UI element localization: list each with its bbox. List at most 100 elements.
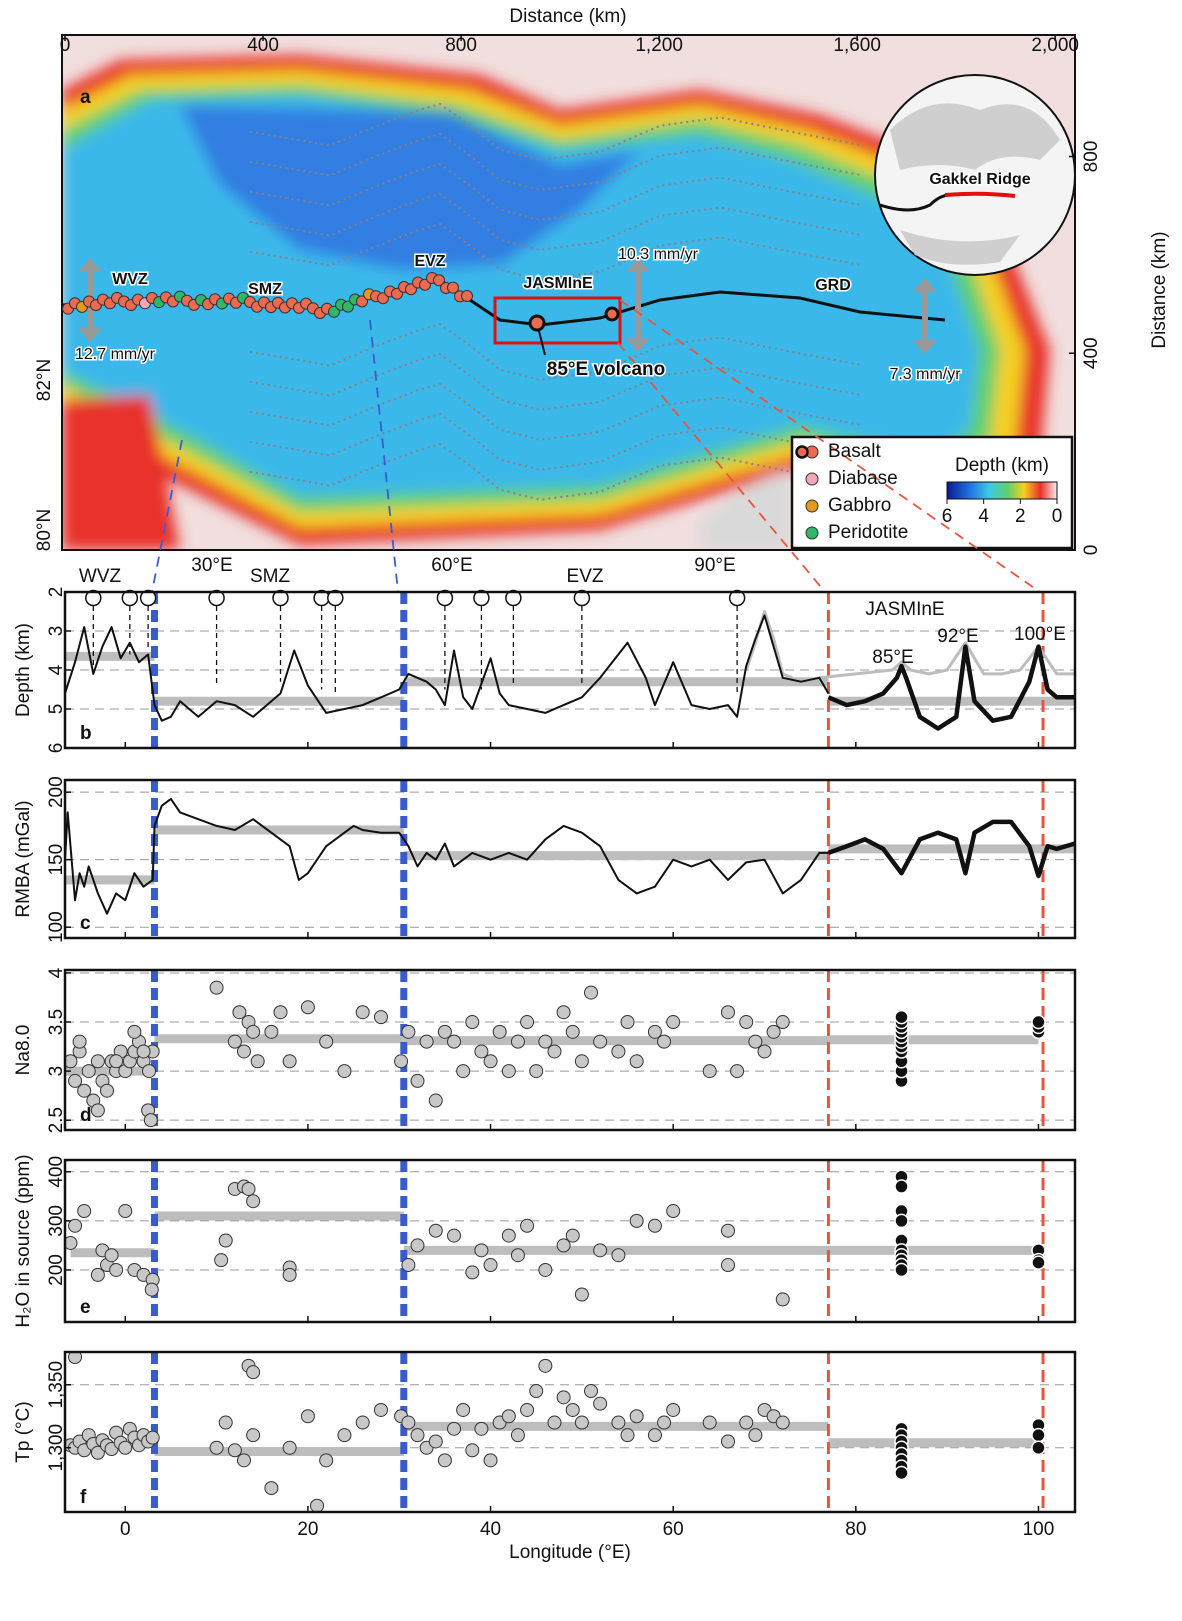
x-tick-label: 1,200 [635,35,683,56]
y-axis-label: Tp (°C) [13,1401,34,1462]
legend-marker [805,499,819,513]
data-point [584,1384,599,1399]
data-point [748,1034,763,1049]
data-point [419,1034,434,1049]
y-tick-label: 6 [46,743,67,754]
y-tick-label: 400 [46,1156,67,1188]
data-point [1031,1440,1046,1455]
data-point [218,1415,233,1430]
panel-label: e [80,1297,91,1318]
panel [65,1160,1075,1322]
data-point [1031,1427,1046,1443]
data-point [720,1005,735,1020]
data-point [501,1409,516,1424]
data-point [666,1015,681,1030]
data-point [373,1010,388,1025]
data-point [273,1005,288,1020]
data-point [574,1054,589,1069]
data-point [894,1009,909,1025]
legend-marker [805,526,819,540]
y-tick-label: 1,350 [46,1361,67,1409]
data-point [401,1258,416,1273]
sample-site [728,589,746,607]
y-tick-label: 4 [46,967,67,978]
data-point [90,1103,105,1118]
data-point [218,1233,233,1248]
data-point [68,1073,83,1088]
data-point [447,1228,462,1243]
data-point [337,1064,352,1079]
legend-label: Peridotite [828,522,908,543]
data-point [474,1421,489,1436]
data-point [246,1428,261,1443]
data-point [538,1358,553,1373]
data-point [246,1194,261,1209]
map-background [62,35,1075,550]
data-point [702,1064,717,1079]
data-point [894,1179,909,1194]
map-annotation: 85°E volcano [547,359,665,380]
connectors [151,299,1041,593]
panel-label: d [80,1105,92,1126]
data-point [748,1428,763,1443]
map-frame [61,34,1076,551]
y-axis-label: Depth (km) [13,623,34,717]
data-point [136,1044,151,1059]
data-point [143,1113,158,1128]
data-point [492,1024,507,1039]
y-tick-label: 3 [46,626,67,637]
data-point [574,1415,589,1430]
panel-annotation: WVZ [79,566,122,587]
data-point [68,1352,83,1365]
panel [65,970,1075,1130]
y-tick-label: 800 [1081,141,1102,173]
data-point [77,1083,92,1098]
data-point [629,1409,644,1424]
data-point [720,1434,735,1449]
data-point [209,1440,224,1455]
map-annotation: 10.3 mm/yr [618,246,699,263]
profile-line [65,797,829,915]
data-point [264,1481,279,1496]
panel [65,1352,1075,1512]
y-tick-label: 3 [46,1066,67,1077]
y-tick-label: 100 [46,911,67,943]
x-tick-label: 2,000 [1031,35,1079,56]
data-point [401,1024,416,1039]
data-point [547,1415,562,1430]
data-point [373,1402,388,1417]
y-tick-label: 2.5 [46,1107,67,1133]
data-point [456,1402,471,1417]
data-point [410,1238,425,1253]
x-tick-label: 800 [445,35,477,56]
data-point [474,1243,489,1258]
data-point [104,1248,119,1263]
data-point [510,1248,525,1263]
y-axis-label: H₂O in source (ppm) [13,1154,34,1327]
data-point [300,1409,315,1424]
latitude-label: 82°N [34,359,55,401]
inset-label: Gakkel Ridge [929,171,1030,188]
data-point [547,1044,562,1059]
data-point [142,1064,157,1079]
sample-dot [342,300,354,313]
data-point [437,1453,452,1468]
data-point [647,1218,662,1233]
data-point [90,1054,105,1069]
data-point [730,1064,745,1079]
data-point [355,1415,370,1430]
data-point [319,1034,334,1049]
sample-site [436,589,454,607]
data-point [319,1453,334,1468]
data-point [447,1421,462,1436]
data-point [574,1287,589,1302]
data-point [214,1253,229,1268]
data-point [483,1453,498,1468]
panel [65,592,1075,748]
data-point [620,1015,635,1030]
data-point [593,1034,608,1049]
profile-line [827,819,1075,879]
data-point [894,1465,909,1481]
y-axis-label: Distance (km) [1149,231,1170,348]
